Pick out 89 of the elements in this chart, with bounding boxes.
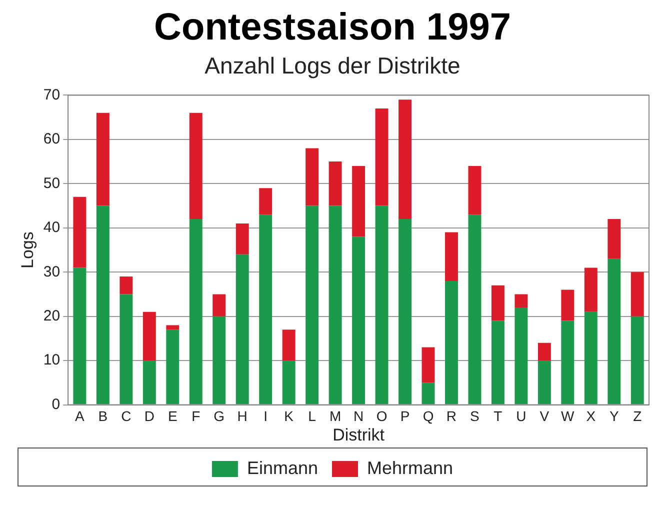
x-tick-label: R (446, 408, 457, 424)
bar (630, 316, 644, 404)
bar (491, 285, 504, 321)
x-tick-label: K (284, 408, 294, 424)
x-tick-label: G (214, 408, 225, 424)
bar (282, 360, 296, 404)
x-tick-label: D (144, 408, 154, 424)
y-tick-label: 20 (43, 307, 60, 324)
bar (608, 219, 621, 259)
bar (120, 276, 133, 294)
bar (422, 382, 435, 404)
x-tick-label: E (168, 408, 178, 424)
x-tick-label: Y (609, 408, 620, 424)
x-tick-label: F (192, 408, 200, 424)
x-tick-label: O (376, 408, 388, 424)
bar (306, 206, 319, 404)
y-tick-label: 10 (43, 352, 60, 369)
bar (538, 360, 551, 404)
x-axis-title: Distrikt (332, 425, 385, 444)
legend-label: Einmann (246, 458, 318, 478)
x-tick-label: P (400, 408, 410, 424)
x-tick-label: U (516, 408, 526, 424)
bar (96, 112, 110, 206)
bar (584, 268, 598, 312)
x-tick-label: L (308, 408, 316, 424)
bar (514, 294, 528, 308)
bar (422, 347, 435, 383)
bar (236, 254, 249, 404)
bar (73, 196, 86, 268)
bar (352, 236, 366, 404)
bar (212, 316, 226, 404)
y-tick-label: 30 (43, 263, 60, 280)
bar (166, 325, 180, 330)
bar (166, 330, 180, 404)
y-axis-title: Logs (18, 232, 37, 268)
x-tick-label: S (470, 408, 480, 424)
bar (445, 280, 458, 404)
bar (445, 232, 458, 281)
x-tick-label: B (98, 408, 108, 424)
bar (73, 268, 86, 404)
x-tick-label: V (540, 408, 550, 424)
bar (630, 272, 644, 316)
x-tick-label: Z (633, 408, 642, 424)
legend-label: Mehrmann (367, 458, 454, 478)
bar (328, 162, 342, 206)
bar (120, 294, 133, 404)
bar (608, 258, 621, 404)
bar (96, 206, 110, 404)
bar (189, 219, 202, 404)
y-tick-label: 70 (43, 86, 60, 104)
bar (468, 214, 482, 404)
x-tick-label: I (264, 408, 268, 424)
bar (189, 112, 202, 220)
x-tick-label: Q (422, 408, 434, 424)
chart-title: Contestsaison 1997 (154, 6, 511, 48)
x-tick-label: M (329, 408, 342, 424)
bar (212, 294, 226, 316)
bar (142, 312, 156, 361)
x-tick-label: A (75, 408, 86, 424)
bar (375, 206, 388, 404)
y-tick-label: 0 (52, 396, 60, 413)
bar (328, 206, 342, 404)
y-tick-label: 50 (43, 174, 60, 192)
bar (491, 320, 504, 404)
bar (398, 219, 412, 404)
x-tick-label: H (237, 408, 248, 424)
bar (142, 360, 156, 404)
bar (352, 166, 366, 237)
x-tick-label: N (353, 408, 364, 424)
y-tick-label: 60 (43, 130, 60, 148)
x-tick-label: T (494, 408, 503, 424)
bar (398, 100, 412, 220)
bar (259, 188, 272, 215)
bar (561, 320, 574, 404)
x-tick-label: W (561, 408, 576, 424)
bar (375, 108, 388, 206)
bar (514, 307, 528, 404)
y-tick-label: 40 (43, 219, 60, 236)
bar (538, 342, 551, 361)
x-tick-label: X (586, 408, 596, 424)
bar (282, 330, 296, 361)
bar (306, 148, 319, 206)
bar (259, 214, 272, 404)
bar (561, 290, 574, 321)
bar (584, 312, 598, 404)
bar (236, 223, 249, 254)
chart-subtitle: Anzahl Logs der Distrikte (204, 52, 460, 79)
x-tick-label: C (121, 408, 132, 424)
bar (468, 166, 482, 215)
